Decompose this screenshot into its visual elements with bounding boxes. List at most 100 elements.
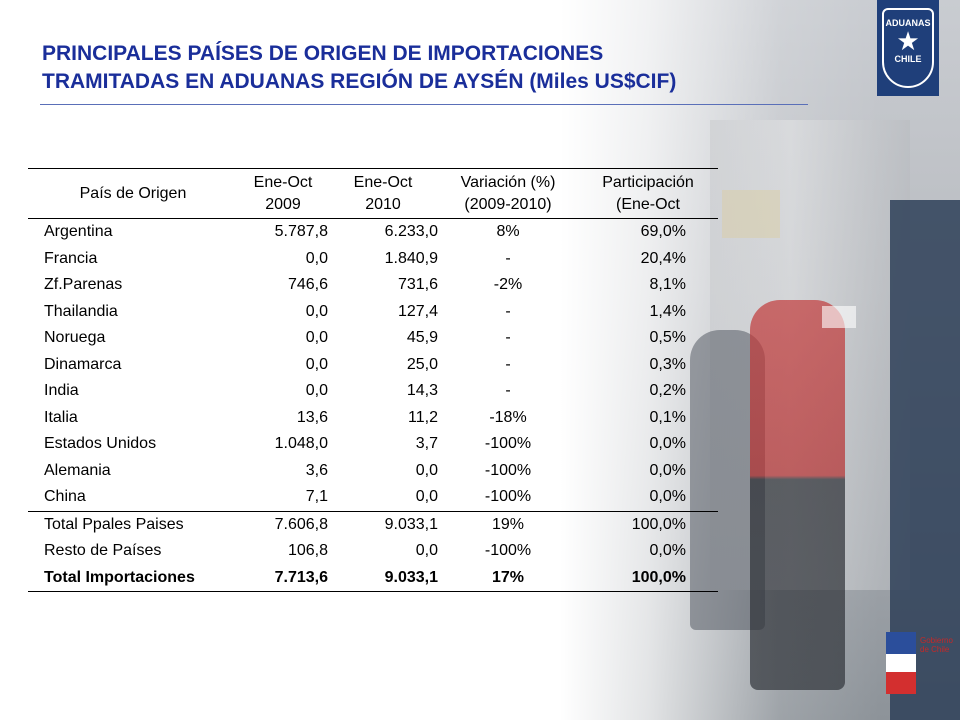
cell-participacion: 8,1% <box>649 276 686 294</box>
table-row: Thailandia 0,0 127,4 - 1,4% <box>28 299 718 326</box>
cell-2009: 7.606,8 <box>274 515 328 533</box>
table-row: China 7,1 0,0 -100% 0,0% <box>28 484 718 511</box>
table-row: Estados Unidos 1.048,0 3,7 -100% 0,0% <box>28 431 718 458</box>
cell-2009: 7,1 <box>305 488 328 506</box>
cell-variacion: -2% <box>493 276 523 294</box>
cell-pais: Total Importaciones <box>44 568 195 586</box>
cell-variacion: -100% <box>484 461 532 479</box>
title-divider <box>40 104 808 105</box>
table-header-row: País de Origen Ene-Oct 2009 Ene-Oct 2010 V… <box>28 168 718 219</box>
cell-variacion: -100% <box>484 435 532 453</box>
cell-2010: 731,6 <box>397 276 438 294</box>
cell-2009: 0,0 <box>305 249 328 267</box>
cell-2009: 13,6 <box>296 408 328 426</box>
title-line-2: TRAMITADAS EN ADUANAS REGIÓN DE AYSÉN (M… <box>42 70 677 93</box>
title-line-1: PRINCIPALES PAÍSES DE ORIGEN DE IMPORTAC… <box>42 42 604 65</box>
cell-2009: 7.713,6 <box>274 568 328 586</box>
cell-pais: Alemania <box>44 461 111 479</box>
table-row: Alemania 3,6 0,0 -100% 0,0% <box>28 458 718 485</box>
header-2010: Ene-Oct 2010 <box>353 173 413 213</box>
imports-table: País de Origen Ene-Oct 2009 Ene-Oct 2010 V… <box>28 168 718 592</box>
flag-icon <box>886 632 916 694</box>
cell-pais: Italia <box>44 408 78 426</box>
cell-pais: Dinamarca <box>44 355 122 373</box>
cell-2010: 11,2 <box>408 408 438 426</box>
cell-variacion: - <box>505 329 511 347</box>
cell-participacion: 20,4% <box>640 249 686 267</box>
gobierno-logo: Gobierno de Chile <box>886 632 960 696</box>
cell-2009: 0,0 <box>305 329 328 347</box>
gobierno-label: Gobierno de Chile <box>920 636 953 654</box>
cell-participacion: 69,0% <box>640 223 686 241</box>
cell-variacion: -100% <box>484 488 532 506</box>
cell-2009: 5.787,8 <box>274 223 328 241</box>
table-row: Noruega 0,0 45,9 - 0,5% <box>28 325 718 352</box>
cell-2010: 0,0 <box>415 488 438 506</box>
cell-2009: 1.048,0 <box>274 435 328 453</box>
table-row: Total Ppales Paises 7.606,8 9.033,1 19% 100,… <box>28 511 718 538</box>
logo-top-text: ADUANAS <box>885 18 931 28</box>
cell-variacion: - <box>505 249 511 267</box>
header-variacion: Variación (%) (2009-2010) <box>460 173 556 213</box>
cell-2009: 0,0 <box>305 355 328 373</box>
cell-pais: Argentina <box>44 223 113 241</box>
cell-participacion: 0,5% <box>649 329 686 347</box>
aduanas-logo: ADUANAS ★ CHILE <box>877 0 939 96</box>
cell-2009: 746,6 <box>287 276 328 294</box>
header-2009: Ene-Oct 2009 <box>253 173 313 213</box>
cell-2010: 9.033,1 <box>384 515 438 533</box>
cell-participacion: 0,0% <box>649 542 686 560</box>
cell-2010: 3,7 <box>415 435 438 453</box>
table-row: Dinamarca 0,0 25,0 - 0,3% <box>28 352 718 379</box>
cell-participacion: 0,0% <box>649 461 686 479</box>
logo-bottom-text: CHILE <box>894 54 922 64</box>
table-row: India 0,0 14,3 - 0,2% <box>28 378 718 405</box>
cell-pais: Total Ppales Paises <box>44 515 184 533</box>
table-row: Zf.Parenas 746,6 731,6 -2% 8,1% <box>28 272 718 299</box>
cell-variacion: 17% <box>491 568 525 586</box>
cell-2010: 0,0 <box>415 542 438 560</box>
cell-pais: Estados Unidos <box>44 435 157 453</box>
cell-participacion: 0,0% <box>649 488 686 506</box>
table-row: Resto de Países 106,8 0,0 -100% 0,0% <box>28 538 718 565</box>
cell-pais: Francia <box>44 249 98 267</box>
person-red-jacket <box>750 300 845 690</box>
cell-2010: 0,0 <box>415 461 438 479</box>
cell-2009: 0,0 <box>305 382 328 400</box>
table-row: Italia 13,6 11,2 -18% 0,1% <box>28 405 718 432</box>
table-row: Argentina 5.787,8 6.233,0 8% 69,0% <box>28 219 718 246</box>
cell-2010: 45,9 <box>406 329 438 347</box>
cell-pais: Thailandia <box>44 302 118 320</box>
cell-2010: 127,4 <box>397 302 438 320</box>
caution-sign <box>722 190 780 238</box>
cell-pais: China <box>44 488 86 506</box>
cell-participacion: 100,0% <box>631 568 686 586</box>
cell-2010: 25,0 <box>406 355 438 373</box>
cell-variacion: 19% <box>491 515 525 533</box>
table-body: Argentina 5.787,8 6.233,0 8% 69,0% Francia 0,0… <box>28 219 718 592</box>
cell-2010: 6.233,0 <box>384 223 438 241</box>
cell-pais: Resto de Países <box>44 542 162 560</box>
table-row: Total Importaciones 7.713,6 9.033,1 17% 100,… <box>28 565 718 592</box>
cell-pais: Zf.Parenas <box>44 276 123 294</box>
cell-participacion: 0,3% <box>649 355 686 373</box>
cell-participacion: 0,1% <box>649 408 686 426</box>
page-title: PRINCIPALES PAÍSES DE ORIGEN DE IMPORTAC… <box>42 40 862 96</box>
cell-variacion: -100% <box>484 542 532 560</box>
background-photo <box>560 0 960 720</box>
cell-2010: 9.033,1 <box>384 568 438 586</box>
table-row: Francia 0,0 1.840,9 - 20,4% <box>28 246 718 273</box>
cell-variacion: - <box>505 355 511 373</box>
atencion-sign <box>822 306 856 328</box>
cell-2009: 106,8 <box>287 542 328 560</box>
cell-variacion: - <box>505 382 511 400</box>
cell-participacion: 0,0% <box>649 435 686 453</box>
cell-participacion: 1,4% <box>649 302 686 320</box>
star-icon: ★ <box>896 26 920 56</box>
cell-variacion: 8% <box>496 223 520 241</box>
header-pais: País de Origen <box>79 184 187 202</box>
cell-variacion: -18% <box>489 408 527 426</box>
cell-2009: 3,6 <box>305 461 328 479</box>
cell-variacion: - <box>505 302 511 320</box>
cell-2010: 1.840,9 <box>384 249 438 267</box>
